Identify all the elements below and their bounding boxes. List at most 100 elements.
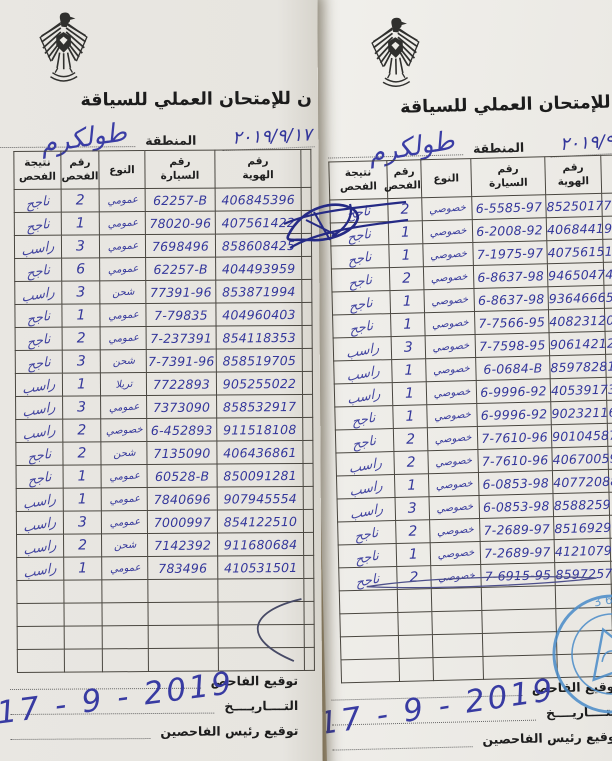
cell-family [304, 624, 315, 648]
cell-id-number: 410531501 [217, 555, 304, 580]
cell-id-number: 911680684 [217, 532, 304, 557]
cell-result [339, 612, 399, 637]
cell-type: خصوصي [424, 333, 477, 361]
cell-type: عمومي [99, 394, 148, 421]
cell-result [17, 626, 65, 650]
cell-exam-number: 6 [61, 257, 100, 282]
cell-id-number: 854122510 [217, 509, 304, 534]
table-header-row: ئلة رقم الهوية رقم السيارة النوع رقم الف… [328, 153, 612, 201]
cell-car-number: 7142392 [147, 533, 218, 557]
cell-id-number: 407720888 [552, 469, 612, 494]
cell-result [339, 589, 398, 614]
handwritten-date-top: ٢٠١٩/٩/١٧ [549, 129, 612, 158]
cell-type [101, 624, 149, 651]
cell-type: خصوصي [421, 218, 474, 246]
table-row [16, 601, 315, 628]
cell-result: ناجح [15, 442, 64, 466]
sheet-meta-row: ٢٠١٩/٩/١٧ المنطقة طولكرم [0, 117, 315, 160]
cell-exam-number [64, 625, 103, 650]
col-header-id-number: رقم الهوية [214, 149, 302, 189]
cell-result: راسب [15, 419, 63, 443]
cell-id-number: 852501774 [545, 193, 612, 218]
table-row [17, 624, 315, 651]
cell-result: ناجح [337, 520, 397, 545]
table-row [16, 578, 314, 605]
cell-result: راسب [333, 336, 392, 362]
col-header-exam-number: رقم الفحص [384, 159, 422, 199]
region-label: المنطقة [472, 139, 525, 157]
cell-result: راسب [15, 373, 63, 397]
cell-result: راسب [16, 488, 64, 512]
cell-car-number: 7-7610-96 [477, 447, 553, 473]
cell-exam-number: 1 [388, 243, 424, 268]
cell-id-number: 404960403 [215, 302, 303, 327]
cell-exam-number: 1 [396, 542, 431, 567]
cell-car-number: 7-7391-96 [146, 349, 217, 373]
cell-exam-number: 3 [62, 395, 101, 420]
cell-family [302, 440, 314, 464]
region-dotted-line: طولكرم [327, 126, 464, 169]
cell-result: ناجح [14, 258, 62, 282]
cell-exam-number: 1 [63, 464, 102, 489]
cell-car-number: 6-2008-92 [472, 217, 547, 243]
cell-id-number: 406845396 [215, 187, 302, 212]
cell-exam-number: 3 [61, 234, 100, 259]
cell-id-number: 407561517 [546, 239, 612, 264]
cell-result: ناجح [332, 313, 392, 338]
col-header-result: نتيجة الفحص [328, 160, 388, 201]
cell-id-number: 858608425 [215, 233, 302, 258]
cell-exam-number: 1 [389, 289, 425, 314]
cell-id-number: 911518108 [216, 417, 303, 442]
cell-family [301, 233, 312, 257]
table-row: 858608425 7698496 عمومي 3 راسب [14, 233, 312, 259]
cell-car-number [481, 585, 556, 611]
cell-family [301, 279, 312, 303]
cell-type: عمومي [100, 463, 148, 490]
cell-type: خصوصي [427, 471, 480, 498]
cell-car-number: 7-1975-97 [472, 240, 548, 266]
cell-exam-number: 2 [62, 326, 101, 351]
cell-exam-number: 1 [390, 312, 426, 337]
cell-result: ناجح [330, 244, 390, 270]
cell-type: خصوصي [426, 402, 478, 429]
cell-exam-number [397, 611, 433, 636]
col-header-exam-number: رقم الفحص [60, 150, 100, 190]
cell-car-number: 7-7610-96 [477, 424, 552, 450]
state-eagle-emblem-icon [370, 16, 421, 88]
cell-id-number: 902321165 [550, 400, 612, 425]
cell-result [340, 635, 399, 660]
cell-exam-number: 1 [392, 404, 428, 429]
cell-exam-number: 3 [63, 510, 102, 535]
table-row: 406436861 7135090 شحن 2 ناجح [15, 440, 314, 467]
cell-id-number: 851692913 [553, 515, 612, 540]
cell-car-number: 783496 [147, 556, 218, 580]
col-header-car-number: رقم السيارة [144, 150, 216, 189]
table-row: 858532917 7373090 عمومي 3 راسب [15, 394, 313, 421]
cell-id-number [217, 578, 304, 603]
cell-exam-number: 2 [393, 450, 429, 475]
cell-type: عمومي [98, 187, 146, 214]
cell-family [302, 417, 313, 441]
cell-type: عمومي [99, 325, 147, 352]
cell-type: عمومي [100, 486, 148, 513]
col-header-id-number: رقم الهوية [544, 155, 602, 195]
cell-exam-number: 1 [63, 487, 102, 512]
region-dotted-line: طولكرم [0, 117, 136, 160]
table-row: 853871994 77391-96 شحن 3 راسب [14, 279, 312, 305]
cell-result: راسب [337, 497, 396, 523]
cell-type: خصوصي [425, 379, 478, 406]
cell-exam-number: 1 [391, 358, 427, 383]
cell-exam-number [63, 579, 102, 604]
cell-exam-number: 1 [61, 303, 101, 328]
cell-type: خصوصي [428, 494, 481, 521]
cell-exam-number: 1 [61, 211, 100, 236]
col-header-family-partial: ئلة [600, 153, 612, 194]
cell-type: خصوصي [421, 195, 473, 223]
cell-car-number: 7698496 [145, 234, 216, 258]
cell-car-number [147, 579, 218, 603]
region-label: المنطقة [145, 132, 197, 149]
cell-car-number: 7373090 [146, 395, 217, 419]
cell-type [430, 586, 483, 613]
table-row: 410531501 783496 عمومي 1 راسب [16, 555, 314, 581]
